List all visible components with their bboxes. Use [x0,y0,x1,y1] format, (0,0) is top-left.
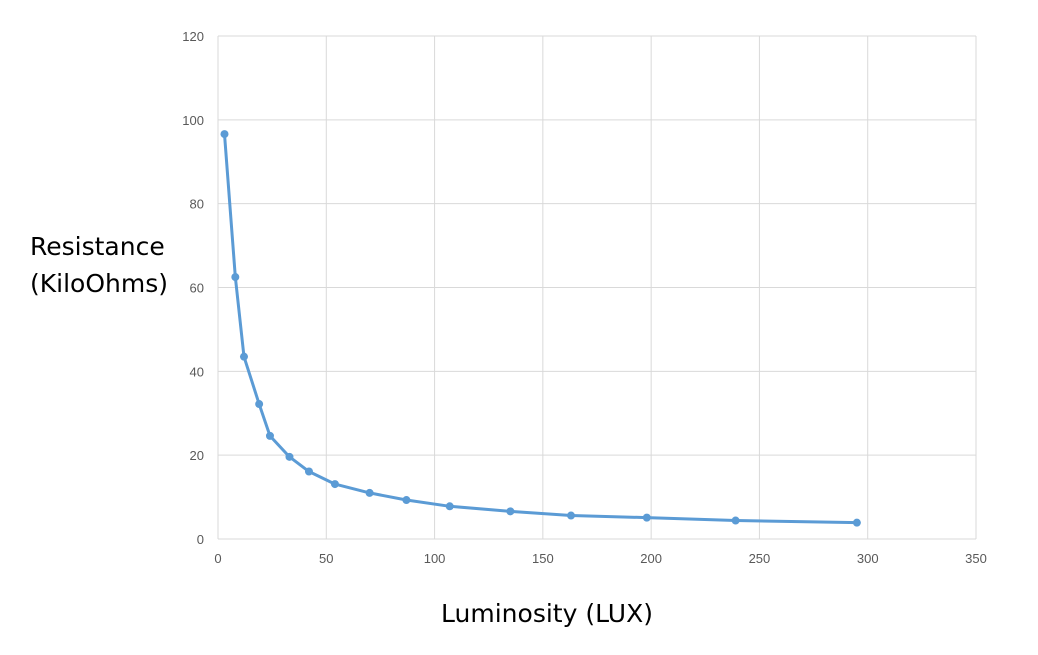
gridlines [217,35,977,540]
data-point [567,511,576,520]
y-axis-title-line-1: (KiloOhms) [30,269,168,298]
x-tick-label-3: 150 [532,551,554,566]
data-point [852,518,861,527]
y-axis-title: Resistance (KiloOhms) [30,232,168,298]
y-tick-labels: 0 20 40 60 80 100 120 [182,29,204,547]
data-point [285,452,294,461]
data-point [402,496,411,505]
y-tick-label-0: 0 [197,532,204,547]
x-tick-label-0: 0 [214,551,221,566]
series-group [220,130,861,527]
x-tick-label-7: 350 [965,551,987,566]
y-tick-label-3: 60 [190,281,204,296]
x-tick-labels: 0 50 100 150 200 250 300 350 [214,551,986,566]
data-point [445,502,454,511]
data-point [255,400,264,409]
data-point [220,130,229,139]
series-line-0 [222,132,859,525]
data-point [506,507,515,516]
data-point [642,513,651,522]
data-point [265,431,274,440]
data-point [239,352,248,361]
y-tick-label-4: 80 [190,197,204,212]
x-axis-title: Luminosity (LUX) [441,599,653,628]
data-point [304,467,313,476]
x-tick-label-4: 200 [640,551,662,566]
y-tick-label-2: 40 [190,364,204,379]
data-point [365,488,374,497]
x-tick-label-2: 100 [424,551,446,566]
x-tick-label-6: 300 [857,551,879,566]
data-point [231,273,240,282]
y-tick-label-5: 100 [182,113,204,128]
data-point [330,480,339,489]
data-point [731,516,740,525]
x-tick-label-1: 50 [319,551,333,566]
x-tick-label-5: 250 [749,551,771,566]
y-tick-label-6: 120 [182,29,204,44]
y-tick-label-1: 20 [190,448,204,463]
y-axis-title-line-0: Resistance [30,232,165,261]
